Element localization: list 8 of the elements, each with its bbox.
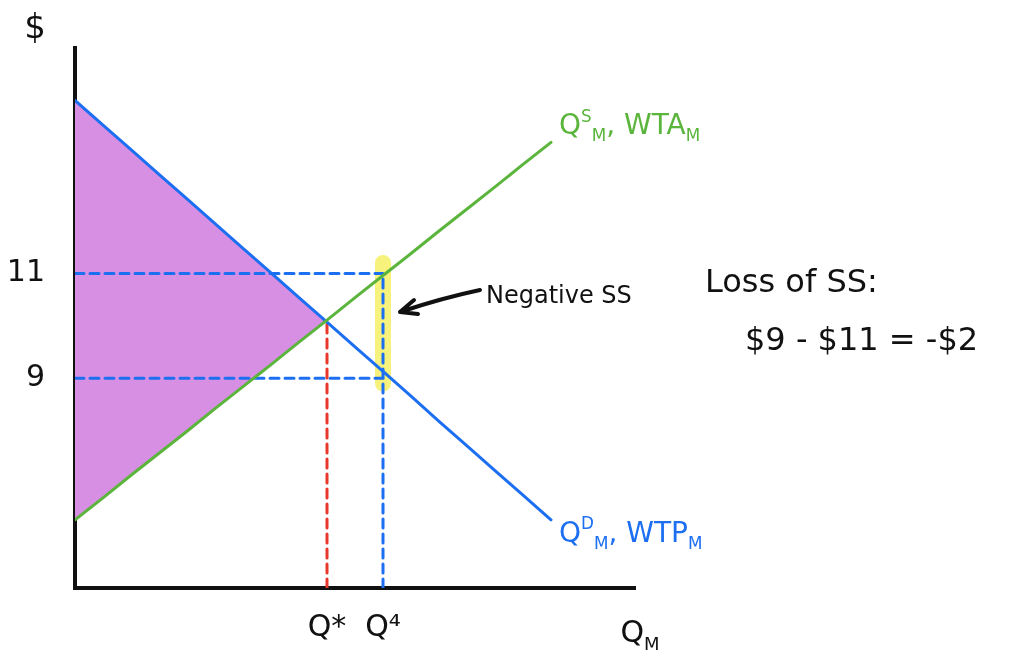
x-tick-label: Q* [307, 607, 347, 643]
text: $9 - $11 = -$2 [745, 320, 979, 358]
text: Loss of SS: [705, 262, 878, 300]
y-axis-title: $ [24, 6, 46, 46]
y-tick-label: 9 [25, 358, 45, 394]
y-tick-label: 11 [6, 253, 45, 289]
x-tick-label: Q⁴ [365, 607, 401, 643]
annotation: Negative SS [486, 281, 632, 309]
